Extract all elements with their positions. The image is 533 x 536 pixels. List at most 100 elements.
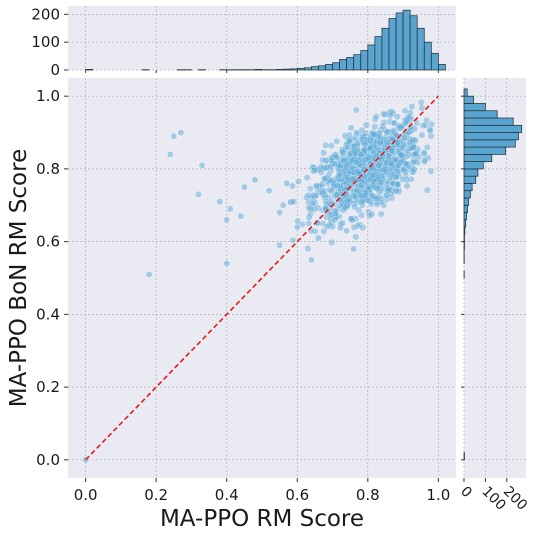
scatter-point <box>398 125 404 131</box>
scatter-point <box>380 123 386 129</box>
right-histogram-bar <box>464 147 506 154</box>
y-tick-label: 0.2 <box>36 378 60 396</box>
scatter-point <box>358 151 364 157</box>
top-y-tick-label: 100 <box>31 33 60 51</box>
scatter-point <box>333 192 339 198</box>
scatter-point <box>280 202 286 208</box>
scatter-point <box>367 146 373 152</box>
scatter-point <box>401 135 407 141</box>
top-y-tick-label: 0 <box>50 61 60 79</box>
right-histogram-bar <box>464 103 485 110</box>
right-x-tick-label: 200 <box>500 484 530 514</box>
scatter-point <box>324 223 330 229</box>
scatter-point <box>378 156 384 162</box>
right-histogram-bar <box>464 198 469 205</box>
scatter-point <box>402 108 408 114</box>
scatter-point <box>266 188 272 194</box>
top-histogram-bar <box>417 28 424 70</box>
scatter-point <box>358 212 364 218</box>
top-histogram-bar <box>283 69 290 70</box>
x-tick-label: 0.2 <box>144 486 168 504</box>
scatter-point <box>276 209 282 215</box>
top-histogram-bar <box>424 42 431 70</box>
scatter-point <box>353 107 359 113</box>
scatter-point <box>360 224 366 230</box>
right-histogram-bar <box>464 162 483 169</box>
scatter-point <box>387 113 393 119</box>
top-histogram-bar <box>311 67 318 70</box>
top-histogram-bar <box>375 37 382 70</box>
top-y-tick-label: 200 <box>31 5 60 23</box>
right-histogram-bar <box>464 213 467 220</box>
scatter-point <box>178 129 184 135</box>
scatter-point <box>393 188 399 194</box>
scatter-point <box>351 246 357 252</box>
scatter-point <box>418 99 424 105</box>
scatter-point <box>427 127 433 133</box>
x-tick-label: 0.4 <box>215 486 239 504</box>
top-histogram-bar <box>368 45 375 70</box>
top-histogram-bar <box>297 68 304 70</box>
scatter-point <box>199 162 205 168</box>
right-histogram-bar <box>464 125 522 132</box>
y-tick-label: 0.0 <box>36 451 60 469</box>
scatter-point <box>305 192 311 198</box>
scatter-point <box>399 176 405 182</box>
right-histogram-bar <box>464 133 519 140</box>
scatter-point <box>341 205 347 211</box>
scatter-point <box>424 144 430 150</box>
top-histogram-bar <box>354 55 361 70</box>
top-histogram-bar <box>361 51 368 70</box>
top-histogram-bar <box>276 69 283 70</box>
scatter-point <box>345 177 351 183</box>
scatter-point <box>385 188 391 194</box>
scatter-point <box>411 166 417 172</box>
top-histogram-bar <box>318 66 325 70</box>
scatter-point <box>167 151 173 157</box>
scatter-point <box>408 145 414 151</box>
scatter-point <box>315 235 321 241</box>
scatter-point <box>295 178 301 184</box>
scatter-point <box>334 138 340 144</box>
x-tick-label: 0.0 <box>74 486 98 504</box>
scatter-point <box>289 183 295 189</box>
scatter-point <box>398 152 404 158</box>
scatter-point <box>348 125 354 131</box>
scatter-point <box>351 143 357 149</box>
scatter-point <box>348 216 354 222</box>
scatter-point <box>343 228 349 234</box>
scatter-point <box>410 137 416 143</box>
scatter-point <box>363 122 369 128</box>
scatter-point <box>428 168 434 174</box>
scatter-point <box>146 271 152 277</box>
scatter-point <box>351 224 357 230</box>
scatter-point <box>216 198 222 204</box>
scatter-point <box>372 124 378 130</box>
scatter-point <box>363 190 369 196</box>
scatter-point <box>403 160 409 166</box>
top-histogram-bar <box>304 68 311 70</box>
scatter-point <box>419 132 425 138</box>
y-axis-label: MA-PPO BoN RM Score <box>6 149 32 407</box>
scatter-point <box>352 204 358 210</box>
scatter-point <box>306 205 312 211</box>
scatter-point <box>410 159 416 165</box>
scatter-point <box>224 260 230 266</box>
scatter-point <box>405 114 411 120</box>
scatter-point <box>353 130 359 136</box>
scatter-point <box>195 191 201 197</box>
right-histogram-bar <box>464 227 465 234</box>
scatter-point <box>308 257 314 263</box>
scatter-point <box>306 214 312 220</box>
scatter-point <box>359 199 365 205</box>
scatter-point <box>357 182 363 188</box>
scatter-point <box>313 183 319 189</box>
x-tick-label: 0.8 <box>356 486 380 504</box>
right-histogram-bar <box>464 220 466 227</box>
scatter-point <box>412 151 418 157</box>
y-tick-label: 0.6 <box>36 233 60 251</box>
scatter-point <box>321 188 327 194</box>
scatter-point <box>362 173 368 179</box>
scatter-point <box>424 187 430 193</box>
scatter-point <box>378 135 384 141</box>
